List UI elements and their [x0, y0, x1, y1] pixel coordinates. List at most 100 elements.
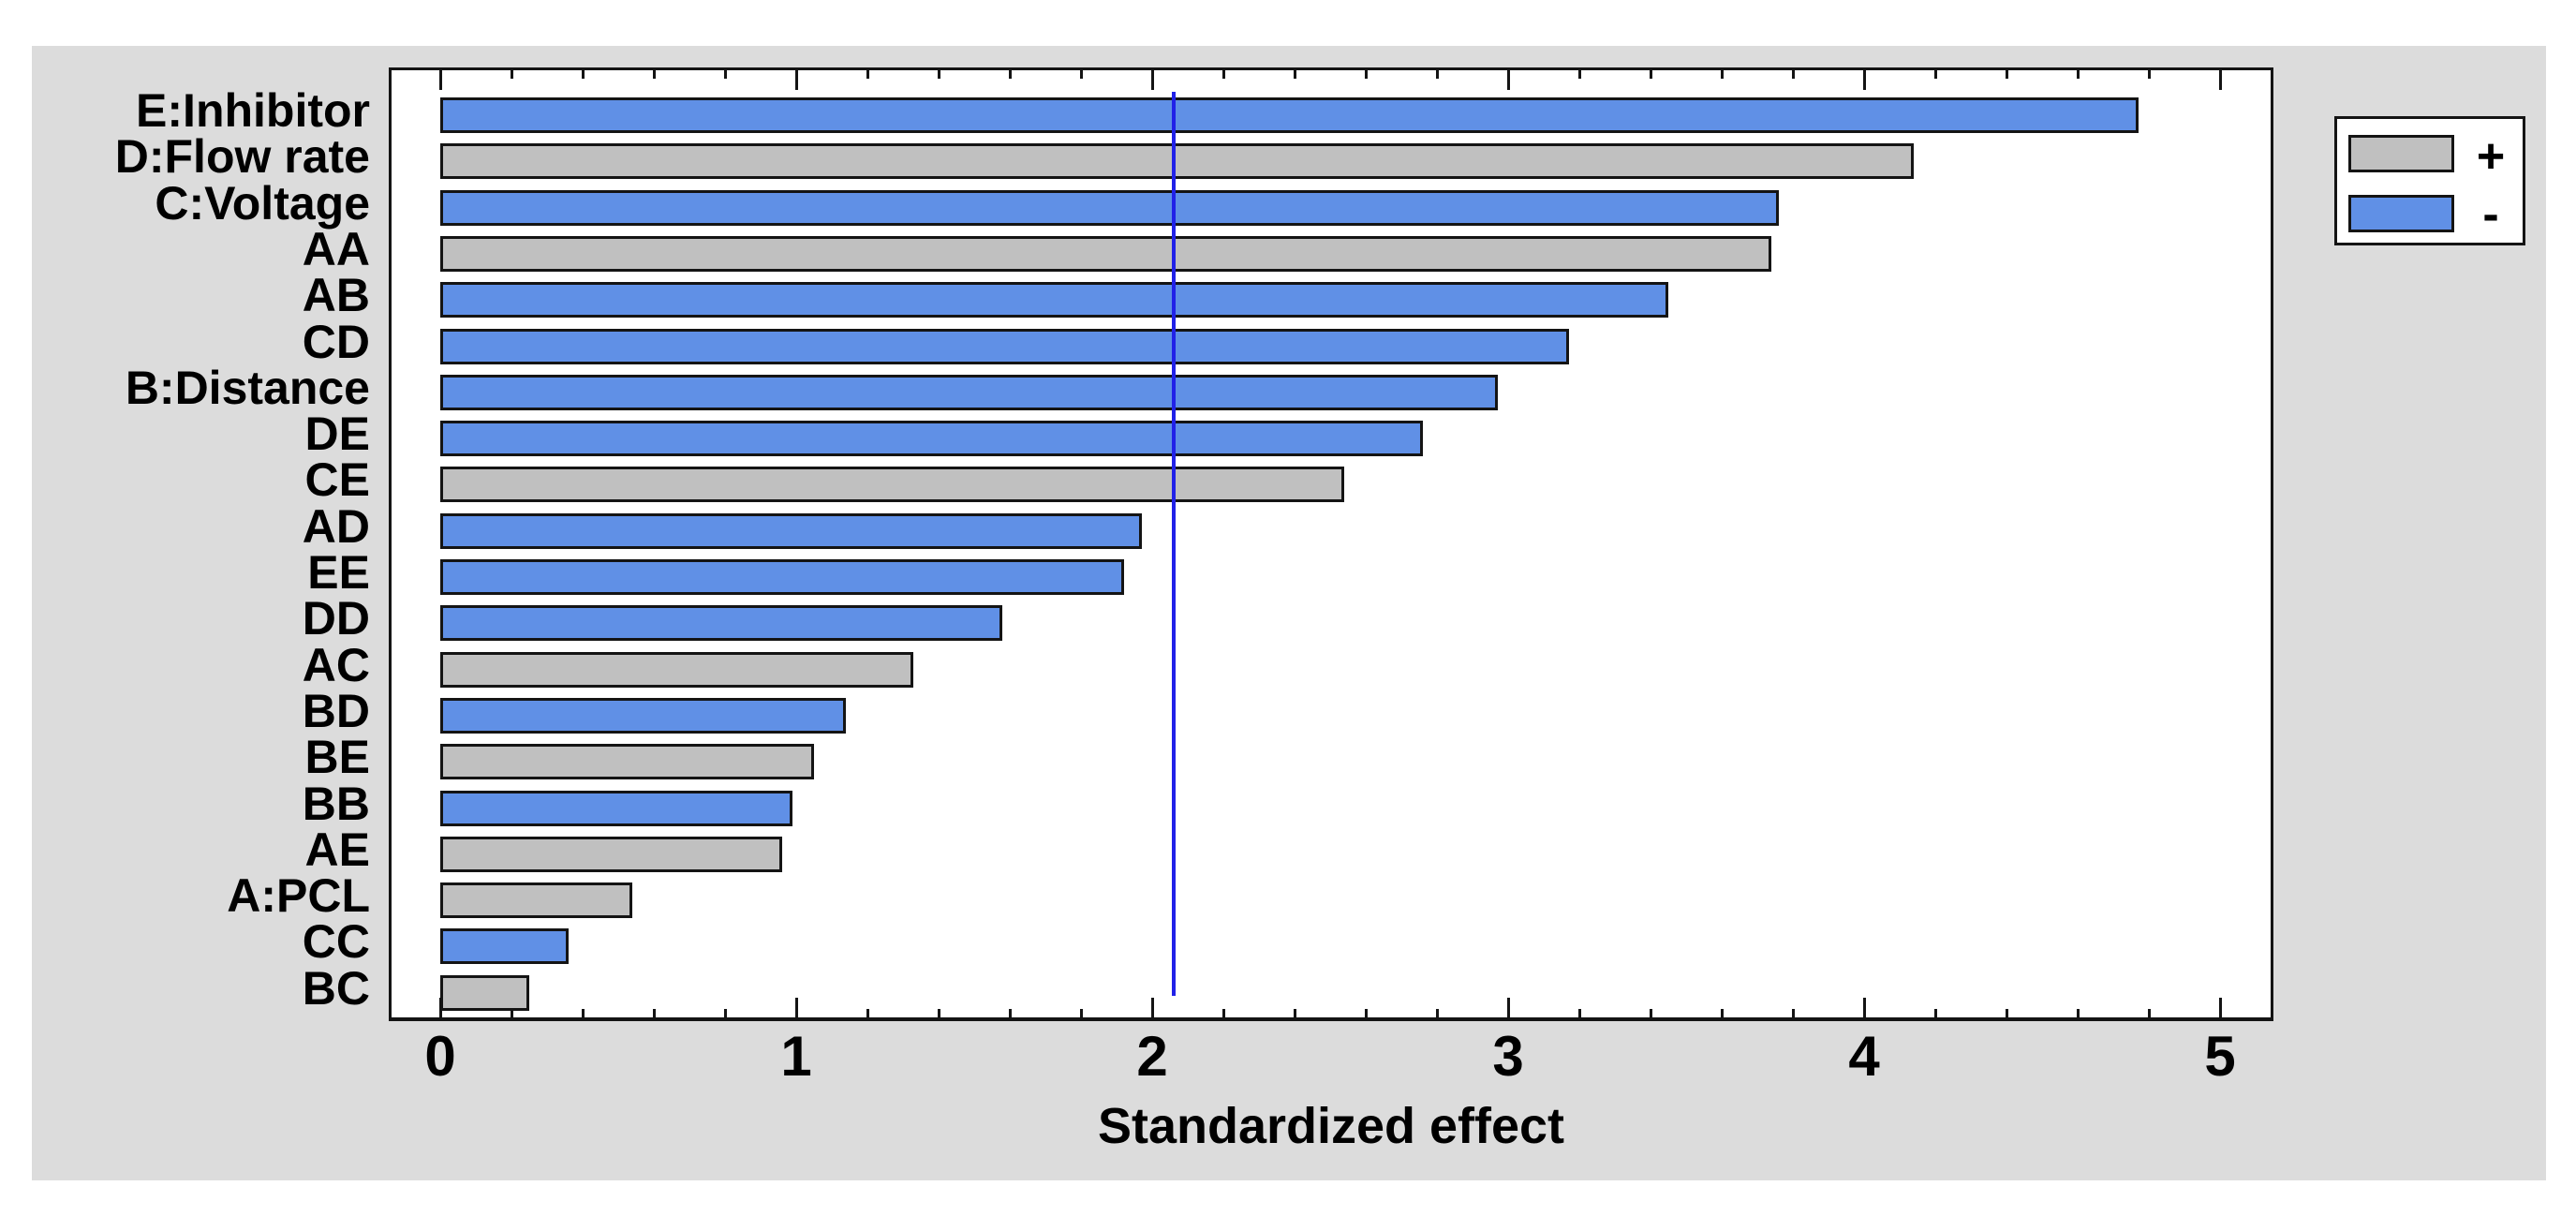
- major-tick: [1150, 998, 1154, 1017]
- bar-b-distance: [440, 374, 1498, 410]
- minor-tick: [652, 70, 656, 79]
- x-axis-tick-label: 4: [1848, 1025, 1880, 1088]
- bar-ce: [440, 467, 1344, 503]
- bar-ae: [440, 836, 782, 872]
- category-label: CE: [304, 453, 370, 507]
- bar-ad: [440, 512, 1142, 549]
- bar-bb: [440, 790, 792, 826]
- category-label: BC: [302, 961, 370, 1015]
- significance-reference-line: [1171, 92, 1176, 996]
- legend-minus-swatch-icon: [2348, 195, 2454, 232]
- bar-d-flow-rate: [440, 143, 1914, 180]
- x-axis-tick-label: 2: [1136, 1025, 1168, 1088]
- legend-plus-swatch-icon: [2348, 135, 2454, 172]
- minor-tick: [1008, 70, 1012, 79]
- category-label: AE: [304, 823, 370, 876]
- minor-tick: [1221, 1009, 1225, 1017]
- minor-tick: [937, 1009, 940, 1017]
- minor-tick: [1221, 70, 1225, 79]
- minor-tick: [1577, 1009, 1581, 1017]
- minor-tick: [866, 70, 869, 79]
- bar-be: [440, 744, 814, 780]
- minor-tick: [652, 1009, 656, 1017]
- minor-tick: [1364, 1009, 1368, 1017]
- minor-tick: [2147, 70, 2151, 79]
- major-tick: [438, 998, 442, 1017]
- major-tick: [2218, 998, 2222, 1017]
- major-tick: [1150, 70, 1154, 90]
- category-label: DD: [302, 592, 370, 645]
- major-tick: [1506, 998, 1510, 1017]
- minor-tick: [1079, 70, 1083, 79]
- category-label: BD: [302, 684, 370, 737]
- category-label: CD: [302, 315, 370, 368]
- minor-tick: [1649, 70, 1652, 79]
- category-label: B:Distance: [125, 361, 370, 414]
- major-tick: [1862, 998, 1866, 1017]
- bar-ab: [440, 282, 1668, 319]
- bar-de: [440, 421, 1423, 457]
- minor-tick: [581, 70, 585, 79]
- category-label: AA: [302, 222, 370, 275]
- minor-tick: [2005, 1009, 2008, 1017]
- minor-tick: [2147, 1009, 2151, 1017]
- minor-tick: [1933, 70, 1937, 79]
- minor-tick: [1791, 70, 1795, 79]
- x-axis-tick-label: 5: [2204, 1025, 2236, 1088]
- category-label: BE: [304, 731, 370, 784]
- category-label: AD: [302, 499, 370, 553]
- bar-ac: [440, 651, 913, 688]
- minor-tick: [510, 70, 513, 79]
- minor-tick: [1720, 1009, 1724, 1017]
- bar-ee: [440, 559, 1124, 595]
- legend-minus-label: -: [2482, 187, 2499, 242]
- minor-tick: [581, 1009, 585, 1017]
- minor-tick: [1293, 70, 1296, 79]
- minor-tick: [510, 1009, 513, 1017]
- minor-tick: [937, 70, 940, 79]
- minor-tick: [1933, 1009, 1937, 1017]
- category-label: E:Inhibitor: [136, 84, 370, 137]
- plot-area: [389, 67, 2273, 1021]
- category-label: DE: [304, 408, 370, 461]
- minor-tick: [723, 70, 727, 79]
- category-label: BB: [302, 777, 370, 830]
- category-label: EE: [307, 546, 370, 599]
- category-label: CC: [302, 915, 370, 969]
- major-tick: [2218, 70, 2222, 90]
- category-label: C:Voltage: [155, 176, 370, 230]
- major-tick: [438, 70, 442, 90]
- minor-tick: [1008, 1009, 1012, 1017]
- bar-bd: [440, 697, 846, 734]
- minor-tick: [1720, 70, 1724, 79]
- x-axis-title: Standardized effect: [1097, 1098, 1565, 1154]
- major-tick: [1862, 70, 1866, 90]
- legend-plus-label: +: [2476, 129, 2506, 184]
- minor-tick: [1649, 1009, 1652, 1017]
- category-label: A:PCL: [227, 869, 370, 923]
- minor-tick: [2076, 70, 2080, 79]
- minor-tick: [866, 1009, 869, 1017]
- x-axis-tick-label: 1: [780, 1025, 812, 1088]
- x-axis-tick-label: 3: [1492, 1025, 1524, 1088]
- bar-cc: [440, 928, 569, 965]
- bar-cd: [440, 328, 1569, 364]
- minor-tick: [1577, 70, 1581, 79]
- category-label: D:Flow rate: [114, 130, 370, 184]
- bar-dd: [440, 605, 1002, 642]
- major-tick: [794, 998, 798, 1017]
- pareto-chart-canvas: E:Inhibitor D:Flow rate C:Voltage AA AB CD B:D…: [32, 46, 2546, 1180]
- minor-tick: [1435, 1009, 1439, 1017]
- bar-c-voltage: [440, 189, 1779, 226]
- minor-tick: [1079, 1009, 1083, 1017]
- x-axis-tick-label: 0: [424, 1025, 456, 1088]
- bar-aa: [440, 235, 1771, 272]
- bar-e-inhibitor: [440, 97, 2139, 133]
- minor-tick: [2076, 1009, 2080, 1017]
- legend-box: + -: [2334, 116, 2525, 245]
- minor-tick: [1435, 70, 1439, 79]
- minor-tick: [1791, 1009, 1795, 1017]
- minor-tick: [1293, 1009, 1296, 1017]
- major-tick: [794, 70, 798, 90]
